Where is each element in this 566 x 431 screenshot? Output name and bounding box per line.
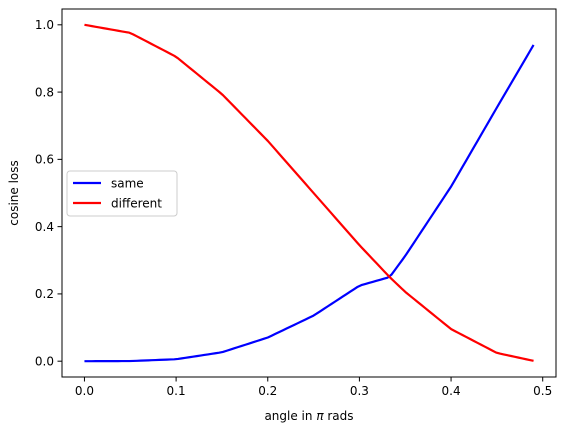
y-tick-label: 0.4 <box>35 220 54 234</box>
x-tick-label: 0.3 <box>350 384 369 398</box>
x-tick-label: 0.5 <box>533 384 552 398</box>
y-tick-label: 0.6 <box>35 153 54 167</box>
plot-frame <box>61 8 557 378</box>
y-axis-label: cosine loss <box>7 160 21 226</box>
x-tick-label: 0.4 <box>442 384 461 398</box>
y-tick-label: 0.0 <box>35 354 54 368</box>
series-line-same <box>84 44 535 363</box>
x-tick-label: 0.1 <box>167 384 186 398</box>
legend-label-different: different <box>111 196 162 210</box>
series-line-different <box>84 23 534 362</box>
y-tick-label: 0.2 <box>35 287 54 301</box>
legend-label-same: same <box>111 176 144 190</box>
y-tick-label: 0.8 <box>35 85 54 99</box>
x-axis-label: angle in π rads <box>264 409 353 423</box>
x-tick-label: 0.0 <box>75 384 94 398</box>
x-tick-label: 0.2 <box>258 384 277 398</box>
y-tick-label: 1.0 <box>35 18 54 32</box>
